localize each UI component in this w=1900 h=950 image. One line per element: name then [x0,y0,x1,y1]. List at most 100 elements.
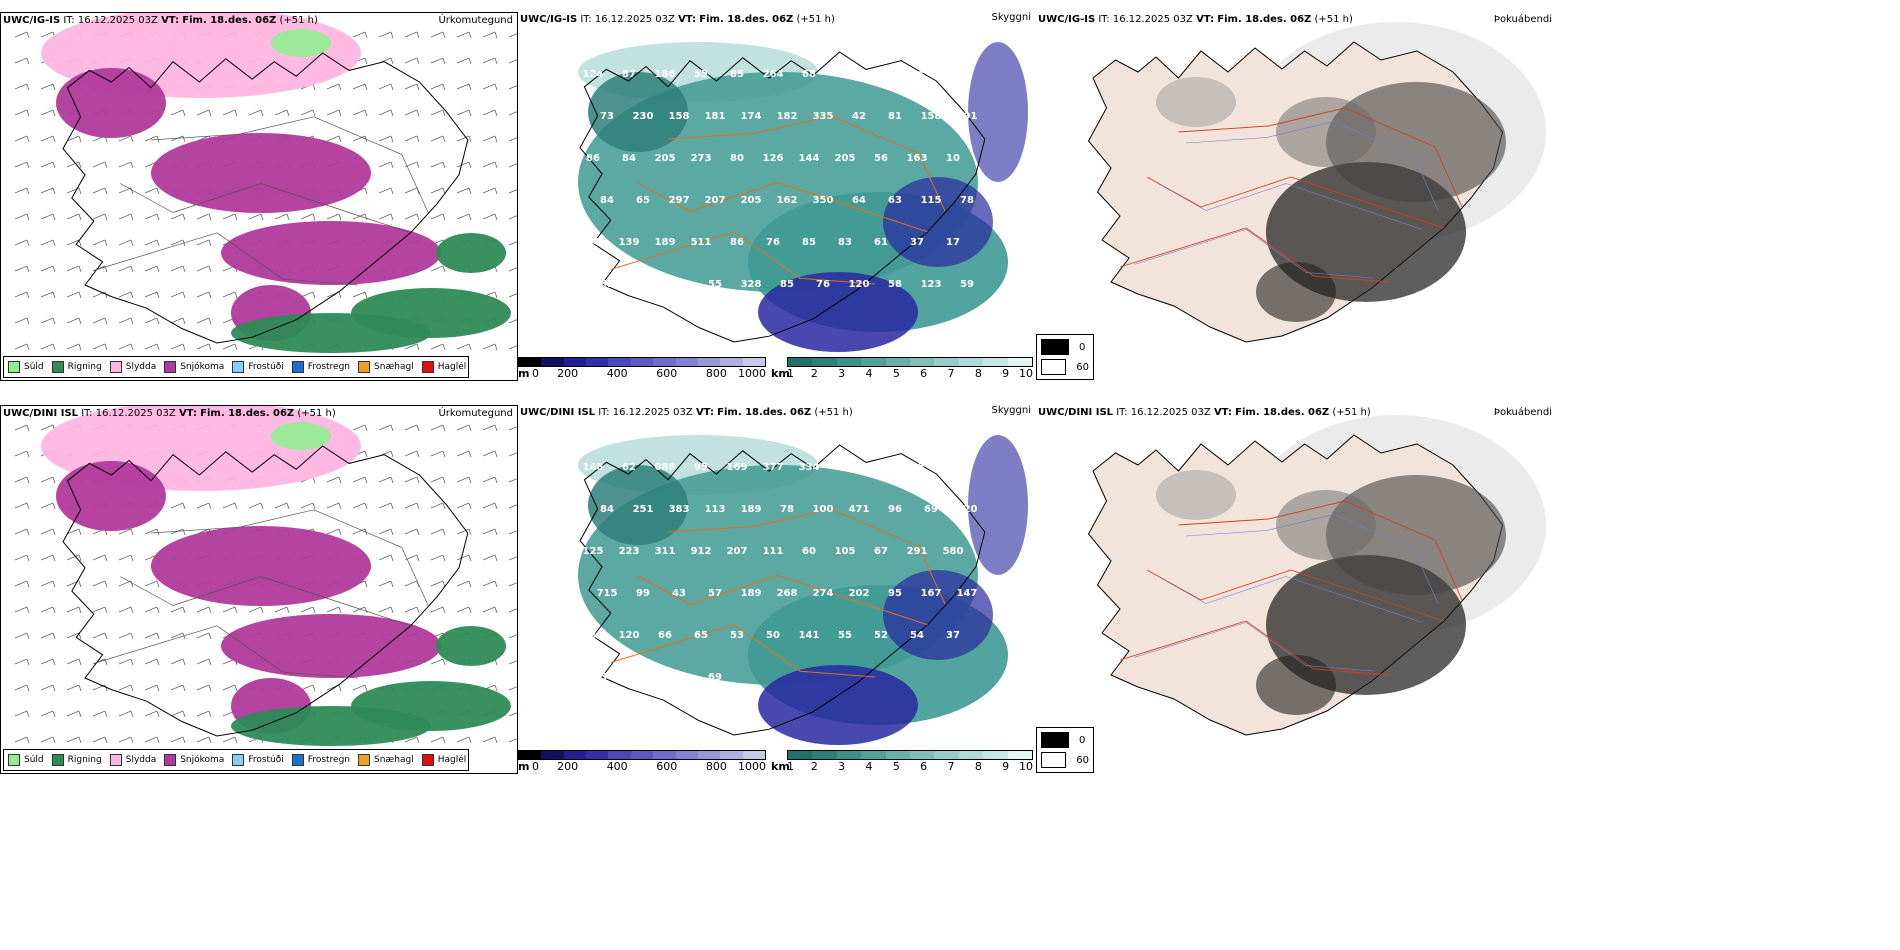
wind-barb [14,528,30,536]
wind-barb [508,452,517,457]
wind-barb [404,502,420,510]
visibility-value-label: 43 [586,321,600,332]
road-line [282,278,358,286]
visibility-value-label: 189 [741,588,762,599]
wind-barb [40,83,56,91]
wind-barb [14,658,30,666]
visibility-value-label: 205 [741,195,762,206]
wind-barb [14,476,30,484]
wind-barb [170,265,186,273]
wind-barb [300,606,316,614]
wind-barb [508,163,517,168]
wind-barb [378,424,394,432]
colorbar-tick-label: 4 [865,760,873,773]
valid-label: VT: [1213,407,1232,418]
colorbar-swatch [958,751,984,759]
precip-legend-item: Slydda [109,361,156,373]
precip-type-panel-ig: UWC/IG-IS IT: 16.12.2025 03Z VT: Fim. 18… [0,12,518,381]
road-line [1305,272,1375,279]
visibility-value-label: 37 [946,630,960,641]
wind-barb [40,317,56,325]
wind-barb [170,109,186,117]
road-line [755,115,831,134]
visibility-value-label: 191 [957,111,978,122]
wind-barb [92,580,108,588]
visibility-value-label: 174 [741,111,762,122]
visibility-value-label: 76 [766,237,780,248]
wind-barb [14,213,30,221]
road-line [1200,569,1292,601]
model-name: UWC/DINI ISL [1038,407,1114,418]
terrain-fog-area [883,177,993,267]
snow-area [56,68,166,138]
visibility-value-label: 68 [802,69,816,80]
wind-barb [14,161,30,169]
wind-barb [274,109,290,117]
road-line [1268,500,1346,520]
visibility-value-label: 10 [946,153,960,164]
wind-barb [170,343,186,351]
wind-barb [14,291,30,299]
colorbar-tick-label: 5 [892,367,900,380]
road-line [401,547,429,606]
wind-barb [66,265,82,273]
wind-barb [404,450,420,458]
wind-barb [196,265,212,273]
coastline [579,444,986,736]
wind-barb [66,528,82,536]
fog-map [1087,415,1546,736]
wind-barb [456,213,472,221]
wind-barb [222,736,238,744]
wind-barb [92,187,108,195]
wind-barb [508,556,517,561]
visibility-colorbar: km 1 2 3 4 5 6 7 8 9 10 [771,750,1033,774]
wind-barb [14,424,30,432]
visibility-value-label: 169 [727,462,748,473]
fog-black-swatch [1041,732,1069,748]
wind-barb [456,343,472,351]
fog-dark-area [1276,97,1376,167]
wind-barb [40,239,56,247]
wind-barb [170,606,186,614]
wind-barb [508,345,517,350]
wind-barb [40,135,56,143]
road-line [1344,500,1436,541]
road-line [636,575,691,605]
rain-area [231,313,431,353]
wind-barb [144,606,160,614]
wind-barb [482,83,498,91]
visibility-value-label: 311 [655,546,676,557]
road-line [93,232,218,271]
fog-white-swatch [1041,359,1067,375]
colorbar-tick-label: 400 [606,367,628,380]
precip-legend-swatch [8,754,20,766]
wind-barb [118,554,134,562]
visibility-value-label: 283 [943,462,964,473]
road-line [348,212,411,234]
wind-barb [14,31,30,39]
visibility-value-label: 65 [636,195,650,206]
wind-barb [66,343,82,351]
visibility-value-label: 85 [730,69,744,80]
precip-legend-swatch [232,361,245,373]
wind-barb [456,57,472,65]
terrain-fog-area [758,665,918,745]
road-line [1119,227,1247,268]
wind-barb [508,267,517,272]
wind-barb [196,502,212,510]
visibility-value-label: 264 [763,69,784,80]
wind-barb [92,606,108,614]
wind-barb [170,658,186,666]
model-name: UWC/DINI ISL [520,407,596,418]
fog-low-label: 60 [1076,754,1089,766]
road-line [636,182,691,212]
panel-name: Þokuábendi [1493,14,1552,25]
wind-barb [40,632,56,640]
wind-barb [352,31,368,39]
road-line [733,624,801,672]
colorbar-swatch [675,751,698,759]
visibility-value-label: 139 [619,237,640,248]
fog-white-swatch [1041,752,1067,768]
visibility-value-label: 088 [655,462,676,473]
fog-dark-area [1326,475,1506,595]
